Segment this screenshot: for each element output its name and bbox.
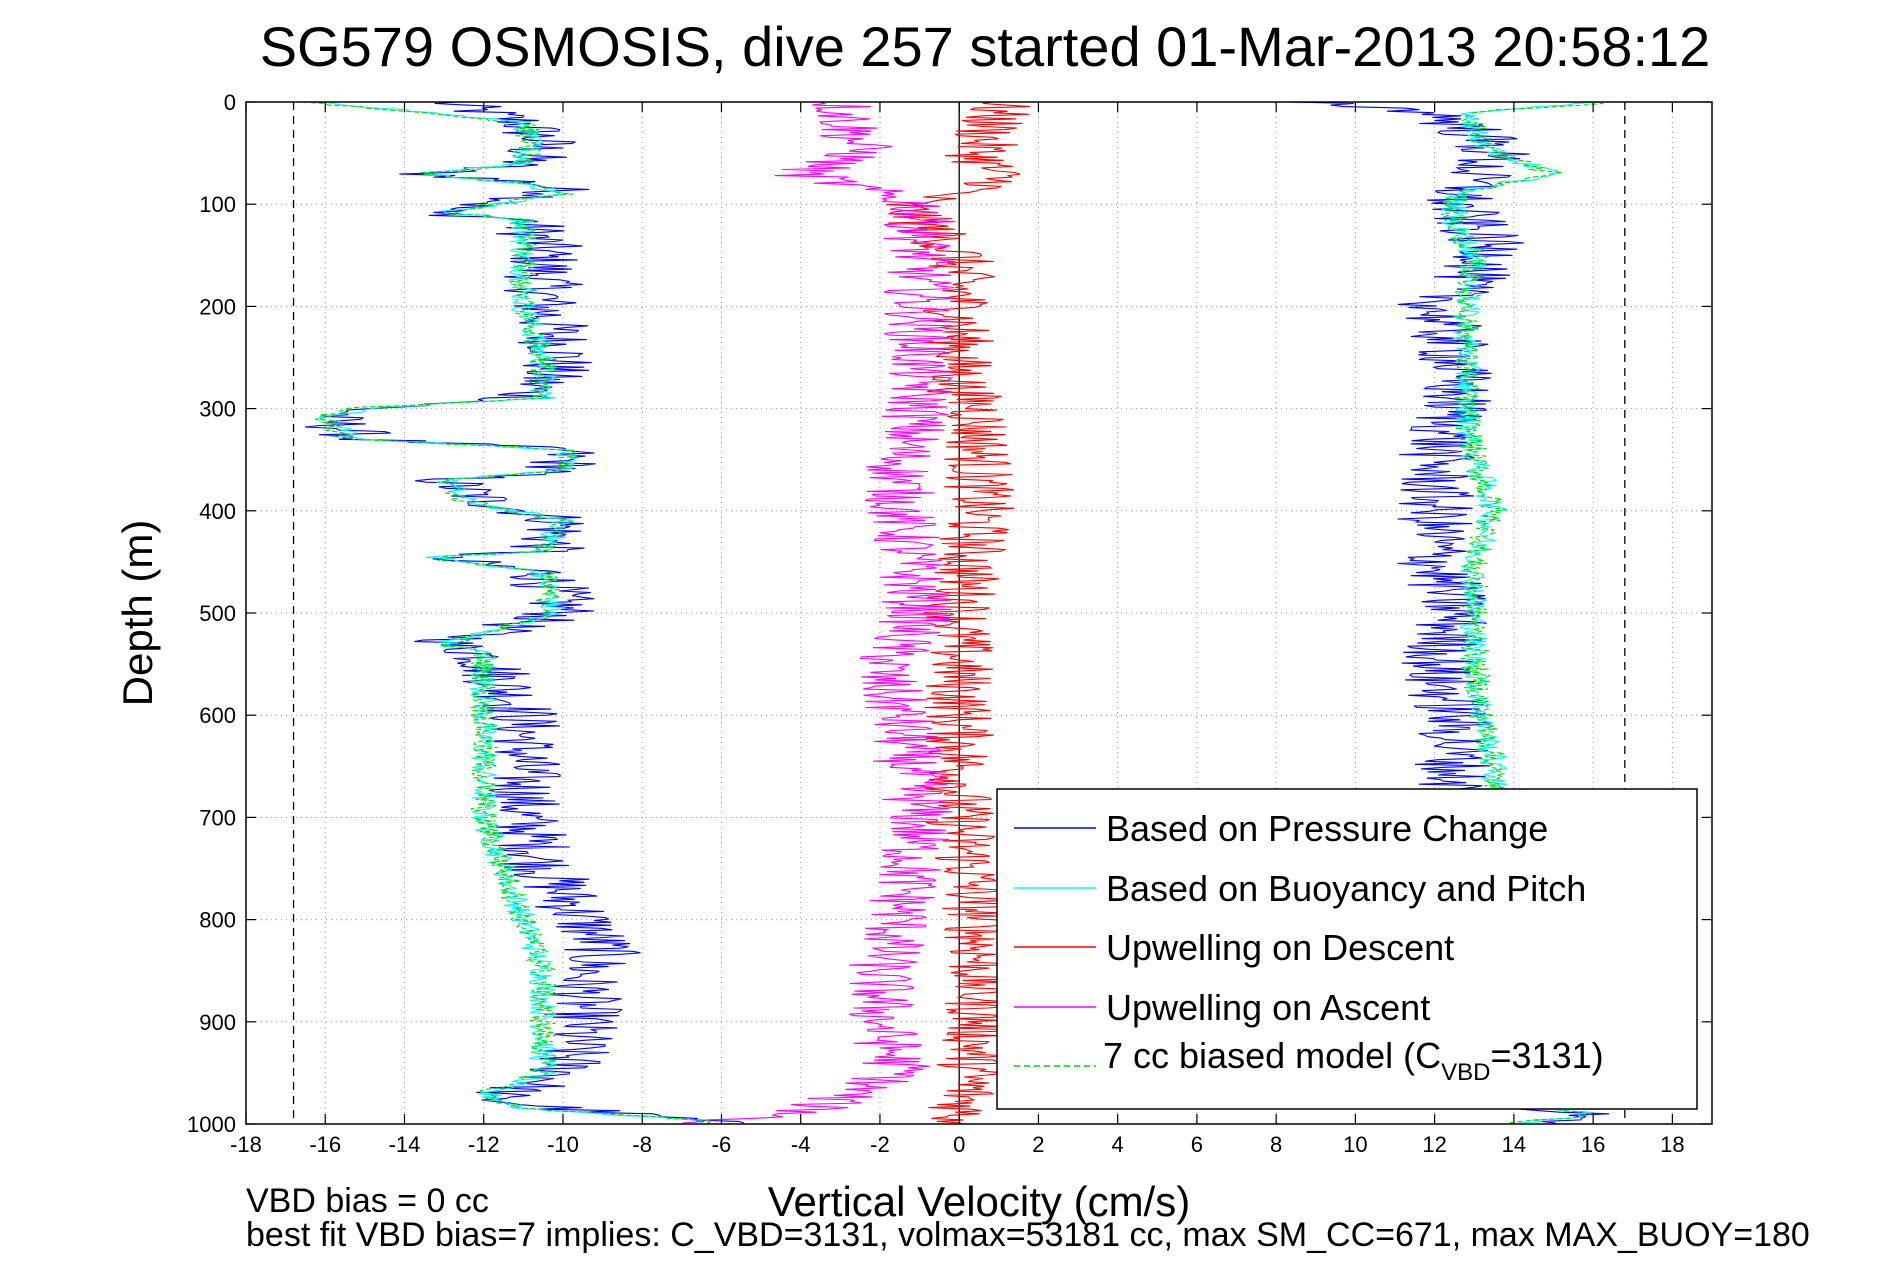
- x-tick-label: 16: [1581, 1132, 1605, 1157]
- y-axis-label: Depth (m): [114, 520, 161, 707]
- chart-title: SG579 OSMOSIS, dive 257 started 01-Mar-2…: [260, 15, 1711, 78]
- x-tick-label: -6: [712, 1132, 732, 1157]
- y-tick-label: 700: [199, 805, 236, 830]
- x-axis-ticks: -18 -16 -14 -12 -10 -8 -6 -4 -2 0 2 4 6 8 10 12 14 16 18: [230, 102, 1685, 1157]
- series-line-4: [302, 101, 712, 1124]
- x-tick-label: 4: [1112, 1132, 1124, 1157]
- x-tick-label: -12: [468, 1132, 500, 1157]
- y-tick-label: 100: [199, 192, 236, 217]
- x-tick-label: 8: [1270, 1132, 1282, 1157]
- x-tick-label: 12: [1422, 1132, 1446, 1157]
- x-tick-label: -14: [389, 1132, 421, 1157]
- series-line-3: [682, 101, 956, 1124]
- x-tick-label: 18: [1660, 1132, 1684, 1157]
- footer-vbd-bias: VBD bias = 0 cc: [246, 1182, 489, 1220]
- series-line-2: [886, 101, 1030, 1124]
- y-tick-label: 800: [199, 908, 236, 933]
- series-line-0: [304, 101, 745, 1124]
- legend-label-buoyancy-pitch: Based on Buoyancy and Pitch: [1106, 868, 1586, 909]
- legend-label-biased-model: 7 cc biased model (CVBD=3131): [1103, 1035, 1604, 1086]
- legend-label-upwelling-descent: Upwelling on Descent: [1106, 927, 1454, 968]
- y-tick-label: 600: [199, 703, 236, 728]
- x-tick-label: -2: [870, 1132, 890, 1157]
- y-axis-ticks: 0 100 200 300 400 500 600 700 800 900 1000: [187, 90, 1712, 1137]
- series-line-1: [316, 101, 703, 1124]
- footer-best-fit: best fit VBD bias=7 implies: C_VBD=3131,…: [246, 1216, 1810, 1254]
- x-tick-label: 10: [1343, 1132, 1367, 1157]
- y-tick-label: 0: [224, 90, 236, 115]
- x-tick-label: -18: [230, 1132, 262, 1157]
- y-tick-label: 200: [199, 294, 236, 319]
- y-tick-label: 300: [199, 397, 236, 422]
- x-tick-label: 0: [953, 1132, 965, 1157]
- legend-label-pressure-change: Based on Pressure Change: [1106, 808, 1548, 849]
- x-tick-label: 2: [1032, 1132, 1044, 1157]
- x-tick-label: -4: [791, 1132, 811, 1157]
- x-tick-label: 6: [1191, 1132, 1203, 1157]
- x-tick-label: -10: [547, 1132, 579, 1157]
- x-axis-label: Vertical Velocity (cm/s): [768, 1178, 1190, 1225]
- y-tick-label: 500: [199, 601, 236, 626]
- x-tick-label: -16: [309, 1132, 341, 1157]
- y-tick-label: 900: [199, 1010, 236, 1035]
- legend-label-upwelling-ascent: Upwelling on Ascent: [1106, 987, 1430, 1028]
- x-tick-label: -8: [632, 1132, 652, 1157]
- x-tick-label: 14: [1502, 1132, 1526, 1157]
- legend: Based on Pressure Change Based on Buoyan…: [996, 788, 1698, 1110]
- y-tick-label: 1000: [187, 1112, 236, 1137]
- y-tick-label: 400: [199, 499, 236, 524]
- legend-box: [996, 788, 1698, 1110]
